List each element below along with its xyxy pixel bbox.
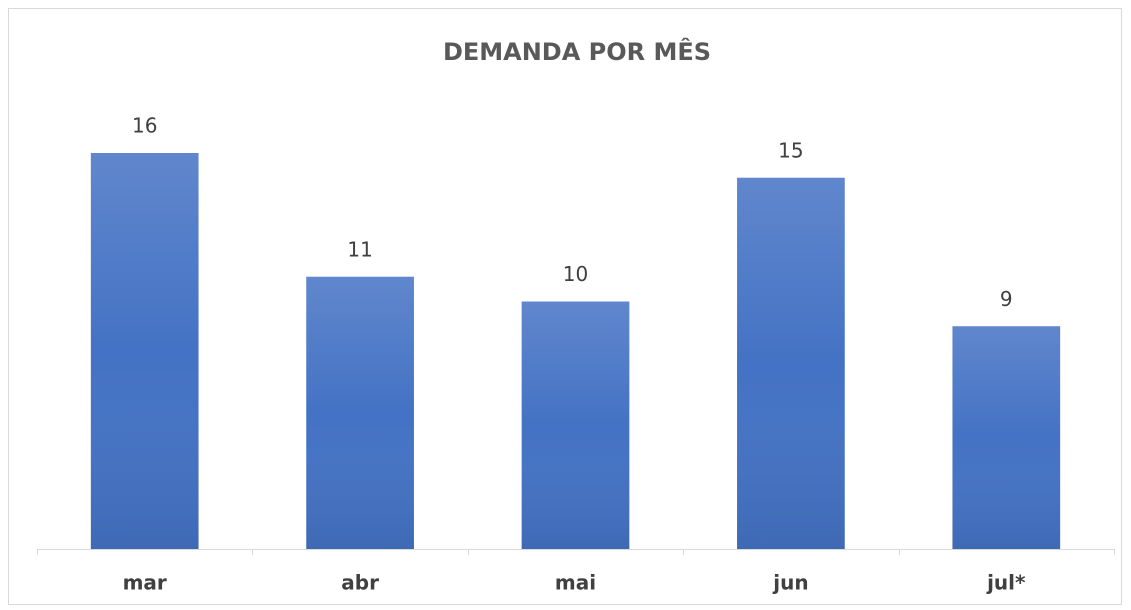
data-label: 16 — [132, 114, 157, 138]
bar — [90, 153, 199, 549]
x-tick-label: jun — [772, 571, 808, 595]
data-label: 10 — [563, 262, 588, 286]
bar — [737, 177, 845, 549]
chart-title: DEMANDA POR MÊS — [443, 37, 711, 66]
data-label: 11 — [347, 237, 372, 261]
bar — [521, 301, 630, 549]
x-tick-label: jul* — [986, 571, 1026, 595]
data-label: 15 — [778, 138, 803, 162]
bar — [952, 326, 1061, 549]
x-tick-label: mar — [123, 571, 167, 595]
x-tick-label: abr — [341, 571, 379, 595]
x-tick-label: mai — [555, 571, 596, 595]
data-label: 9 — [1000, 287, 1013, 311]
bar — [306, 276, 414, 549]
